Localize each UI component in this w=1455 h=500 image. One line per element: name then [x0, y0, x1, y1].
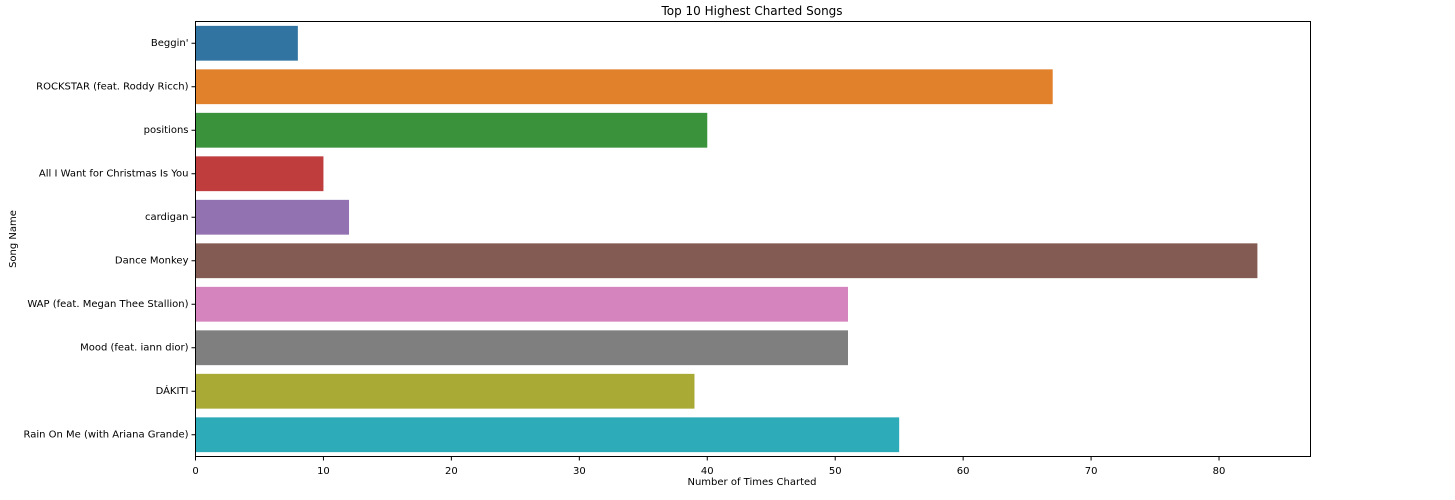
x-tick-label: 30 — [573, 466, 586, 477]
y-tick-label: ROCKSTAR (feat. Roddy Ricch) — [36, 81, 188, 92]
x-tick-label: 50 — [829, 466, 842, 477]
bar — [195, 25, 298, 61]
chart-title: Top 10 Highest Charted Songs — [660, 4, 842, 18]
x-axis-ticks: 0 10 20 30 40 50 60 70 80 — [192, 456, 1226, 477]
x-tick-label: 10 — [317, 466, 330, 477]
bar — [195, 156, 324, 192]
bar — [195, 286, 848, 322]
y-tick-label: DÁKITI — [156, 384, 189, 397]
x-tick-label: 70 — [1085, 466, 1098, 477]
y-tick-label: Mood (feat. iann dior) — [80, 342, 188, 353]
bar — [195, 373, 695, 409]
bar — [195, 199, 350, 235]
bars-group — [195, 25, 1258, 453]
bar — [195, 417, 900, 453]
bar — [195, 243, 1258, 279]
x-tick-label: 0 — [192, 466, 198, 477]
plot-frame — [195, 21, 1311, 457]
bar — [195, 69, 1053, 105]
y-tick-label: All I Want for Christmas Is You — [39, 168, 189, 179]
y-tick-label: Beggin' — [151, 38, 189, 49]
y-tick-label: WAP (feat. Megan Thee Stallion) — [27, 299, 188, 310]
x-tick-label: 60 — [957, 466, 970, 477]
y-tick-label: positions — [144, 125, 189, 136]
y-axis-label: Song Name — [8, 210, 19, 268]
x-tick-label: 20 — [445, 466, 458, 477]
y-axis-ticks: Beggin' ROCKSTAR (feat. Roddy Ricch) posit… — [23, 38, 196, 440]
x-axis-label: Number of Times Charted — [687, 477, 816, 488]
y-tick-label: Rain On Me (with Ariana Grande) — [23, 429, 188, 440]
bar — [195, 330, 848, 366]
bar — [195, 112, 708, 148]
x-tick-label: 40 — [701, 466, 714, 477]
y-tick-label: cardigan — [145, 212, 189, 223]
y-tick-label: Dance Monkey — [115, 255, 189, 266]
x-tick-label: 80 — [1213, 466, 1226, 477]
